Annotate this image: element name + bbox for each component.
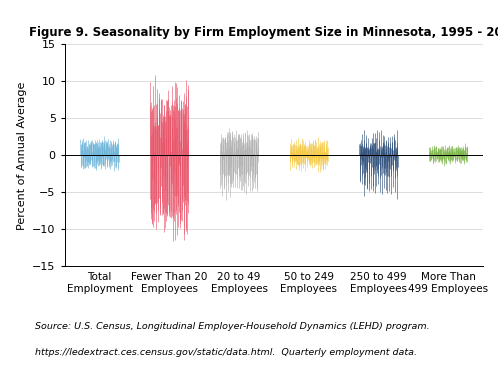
Text: Source: U.S. Census, Longitudinal Employer-Household Dynamics (LEHD) program.: Source: U.S. Census, Longitudinal Employ…: [35, 322, 429, 331]
Y-axis label: Percent of Annual Average: Percent of Annual Average: [17, 81, 27, 230]
Text: https://ledextract.ces.census.gov/static/data.html.  Quarterly employment data.: https://ledextract.ces.census.gov/static…: [35, 348, 417, 357]
Title: Figure 9. Seasonality by Firm Employment Size in Minnesota, 1995 - 2015: Figure 9. Seasonality by Firm Employment…: [29, 26, 498, 39]
